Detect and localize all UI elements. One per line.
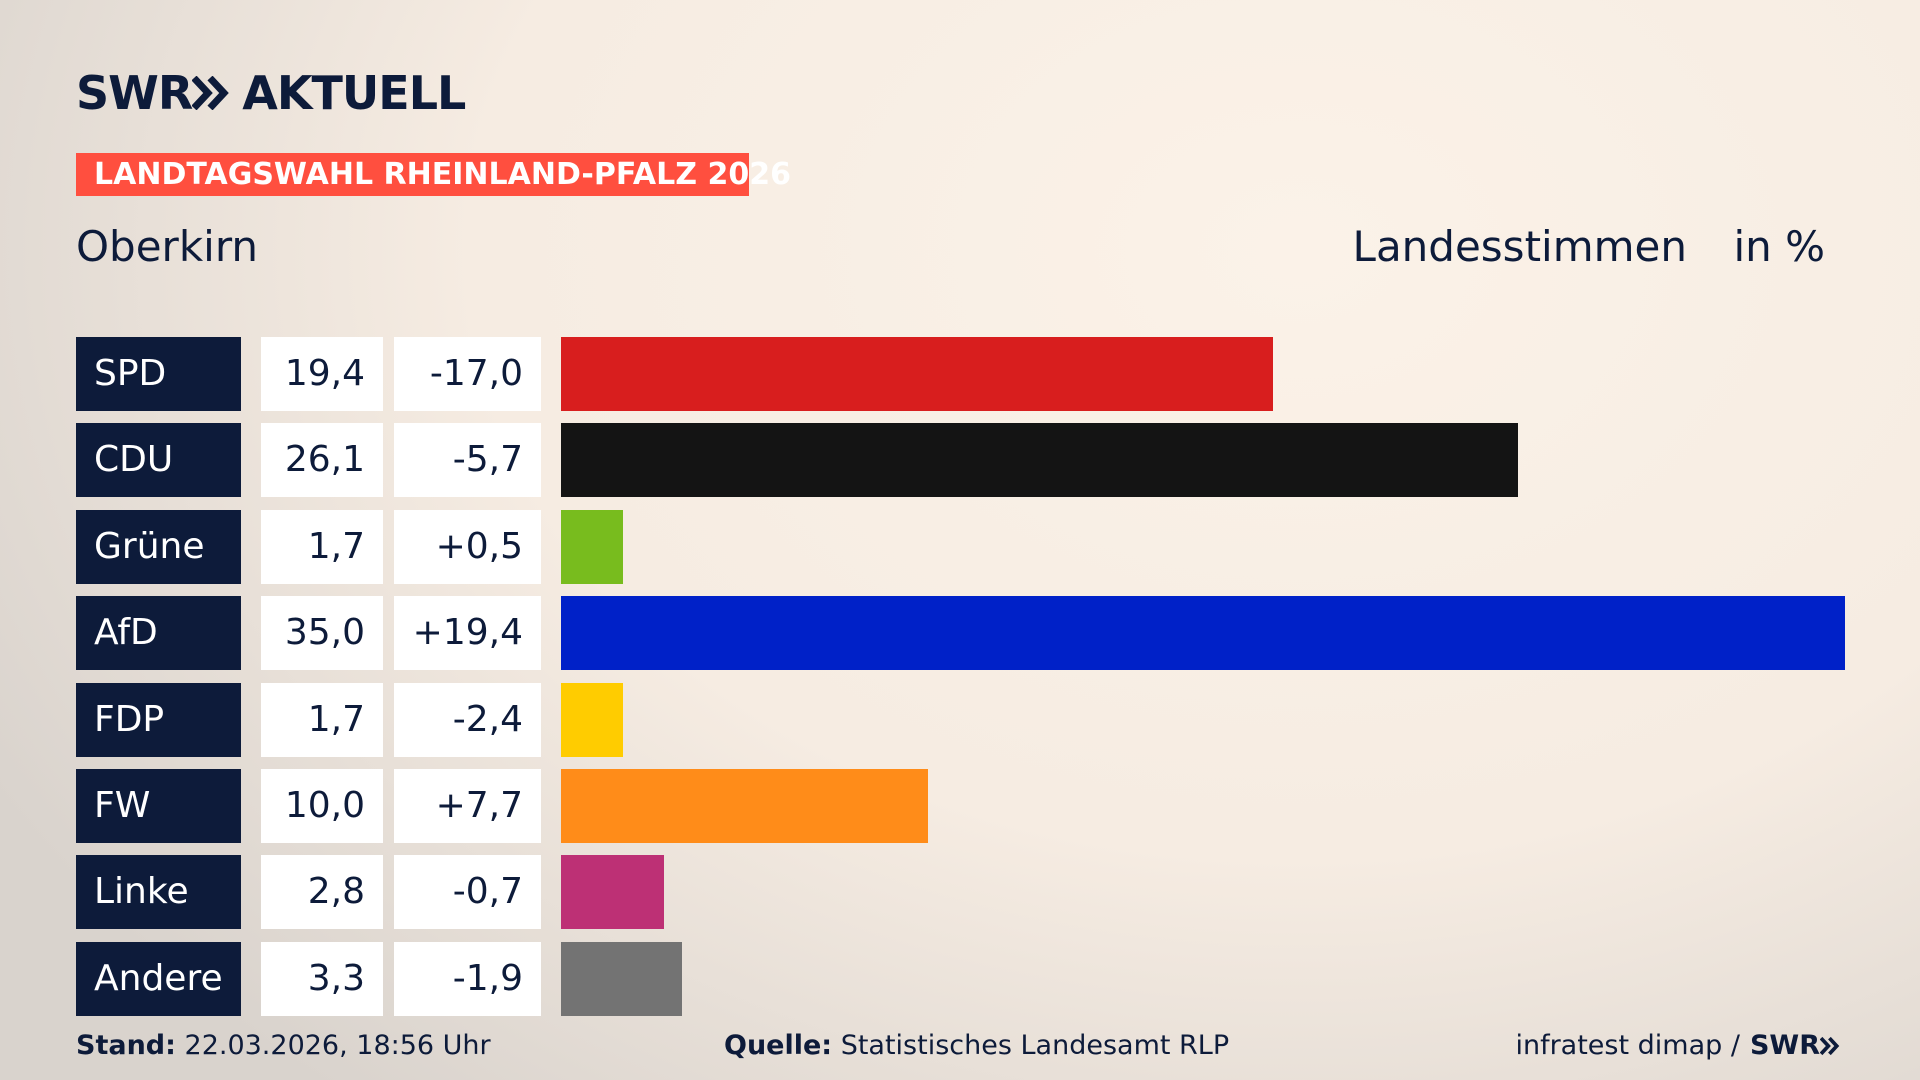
credit: infratest dimap / SWR [1515,1030,1842,1061]
bar [561,423,1519,498]
stand-label: Stand: [76,1030,176,1061]
party-label: Andere [76,941,241,1016]
brand-section: AKTUELL [242,66,466,120]
party-label: AfD [76,596,241,671]
change-label: +19,4 [394,596,541,671]
chart-title: LANDTAGSWAHL RHEINLAND-PFALZ 2026 [76,153,791,196]
stand: Stand: 22.03.2026, 18:56 Uhr [76,1030,491,1061]
bar [561,855,664,930]
party-label: SPD [76,337,241,411]
value-label: 19,4 [261,337,383,411]
change-label: +7,7 [394,769,541,843]
party-label: FDP [76,682,241,757]
value-label: 3,3 [261,941,383,1016]
party-label: Grüne [76,509,241,584]
measure-label: Landesstimmen [1352,222,1687,271]
value-label: 35,0 [261,596,383,671]
bar [561,509,624,584]
value-label: 2,8 [261,855,383,930]
value-label: 1,7 [261,682,383,757]
bar [561,941,683,1016]
logo-chevrons [192,76,230,110]
credit-text: infratest dimap / [1515,1030,1740,1061]
party-label: FW [76,769,241,843]
bar [561,596,1845,671]
change-label: -5,7 [394,423,541,498]
change-label: +0,5 [394,509,541,584]
party-label: CDU [76,423,241,498]
value-label: 1,7 [261,509,383,584]
credit-brand: SWR [1749,1030,1820,1061]
change-label: -1,9 [394,941,541,1016]
bar [561,337,1273,411]
change-label: -2,4 [394,682,541,757]
value-label: 26,1 [261,423,383,498]
value-label: 10,0 [261,769,383,843]
unit-label: in % [1733,222,1825,271]
party-label: Linke [76,855,241,930]
source-value: Statistisches Landesamt RLP [840,1030,1230,1061]
source-label: Quelle: [724,1030,833,1061]
chart-subtitle: Oberkirn [76,222,258,271]
bar [561,682,624,757]
stand-value: 22.03.2026, 18:56 Uhr [184,1030,491,1061]
brand: SWR [76,66,193,120]
credit-chevrons [1820,1036,1840,1055]
change-label: -0,7 [394,855,541,930]
change-label: -17,0 [394,337,541,411]
source: Quelle: Statistisches Landesamt RLP [724,1030,1229,1061]
logo: SWR AKTUELL [76,66,466,120]
bar [561,769,928,843]
